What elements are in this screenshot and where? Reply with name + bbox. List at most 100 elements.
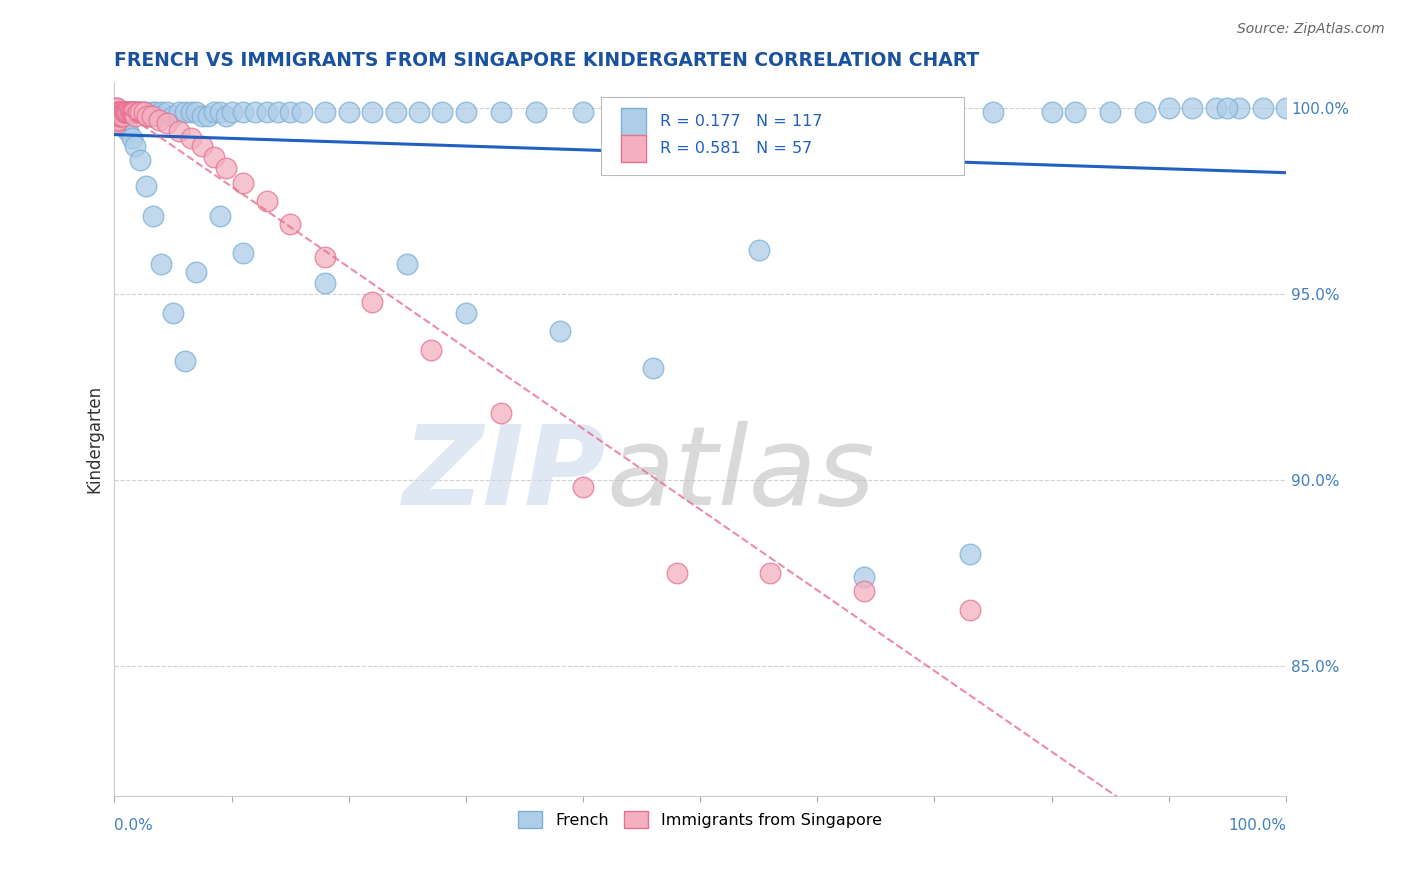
Point (432, 105, 454, 120)
Point (215, 161, 238, 175)
Point (111, 105, 134, 120)
Point (114, 105, 136, 120)
Point (108, 109, 131, 123)
Point (127, 105, 149, 120)
Point (110, 109, 132, 123)
Point (104, 112, 127, 127)
FancyBboxPatch shape (600, 96, 963, 175)
Point (115, 105, 138, 120)
Point (112, 120, 135, 134)
Point (1040, 105, 1063, 120)
Point (104, 116, 127, 130)
Point (118, 105, 141, 120)
Point (131, 105, 153, 120)
Point (124, 105, 146, 120)
Point (643, 361, 665, 376)
Point (117, 105, 139, 120)
Point (115, 109, 138, 123)
Point (337, 105, 360, 120)
Point (103, 105, 125, 120)
Point (959, 547, 981, 561)
Point (110, 109, 132, 123)
Point (124, 105, 146, 120)
Point (117, 105, 139, 120)
Point (408, 105, 430, 120)
Point (110, 116, 132, 130)
Point (524, 105, 547, 120)
Point (104, 112, 127, 127)
Point (150, 105, 173, 120)
Point (107, 112, 129, 127)
Point (122, 105, 145, 120)
Point (314, 276, 336, 290)
Point (121, 131, 143, 145)
Point (122, 105, 145, 120)
Point (105, 112, 128, 127)
Point (117, 105, 139, 120)
Point (853, 569, 876, 583)
Point (173, 105, 195, 120)
Point (110, 105, 132, 120)
Point (112, 105, 135, 120)
Point (489, 105, 512, 120)
Point (186, 265, 208, 279)
Point (120, 105, 142, 120)
Point (572, 480, 595, 494)
Point (1275, 101, 1298, 115)
Point (108, 105, 131, 120)
Point (110, 105, 132, 120)
Point (180, 105, 202, 120)
Point (105, 109, 128, 123)
Point (759, 566, 782, 580)
Point (173, 354, 195, 368)
Point (120, 105, 142, 120)
Point (278, 105, 301, 120)
Point (129, 105, 152, 120)
Legend: French, Immigrants from Singapore: French, Immigrants from Singapore (512, 805, 889, 834)
Text: atlas: atlas (606, 421, 875, 528)
Point (107, 105, 129, 120)
Point (107, 112, 129, 127)
Point (232, 176, 254, 190)
Point (111, 109, 134, 123)
Point (105, 112, 128, 127)
Point (104, 105, 127, 120)
Point (572, 105, 595, 120)
Point (232, 246, 254, 260)
Point (141, 105, 163, 120)
Point (115, 105, 138, 120)
Point (129, 153, 152, 168)
Point (853, 584, 876, 599)
Text: R = 0.581   N = 57: R = 0.581 N = 57 (661, 141, 813, 156)
Text: R = 0.177   N = 117: R = 0.177 N = 117 (661, 114, 823, 129)
Point (117, 105, 139, 120)
Point (111, 105, 134, 120)
Point (110, 112, 132, 127)
Point (806, 105, 828, 120)
Point (114, 116, 136, 130)
Point (156, 105, 179, 120)
Point (121, 105, 143, 120)
Point (142, 209, 165, 223)
Point (167, 123, 190, 137)
Point (148, 109, 170, 123)
Point (1251, 101, 1274, 115)
Point (103, 101, 125, 115)
Point (110, 109, 132, 123)
Text: ZIP: ZIP (404, 421, 606, 528)
Point (107, 116, 129, 130)
Point (156, 116, 179, 130)
Bar (620, 135, 647, 162)
Point (129, 105, 152, 120)
Point (114, 105, 136, 120)
Point (1181, 101, 1204, 115)
Point (127, 105, 149, 120)
Point (135, 179, 157, 194)
Point (112, 109, 135, 123)
Point (361, 105, 384, 120)
Point (104, 109, 127, 123)
Point (104, 109, 127, 123)
Point (959, 603, 981, 617)
Point (314, 105, 336, 120)
Point (689, 105, 711, 120)
